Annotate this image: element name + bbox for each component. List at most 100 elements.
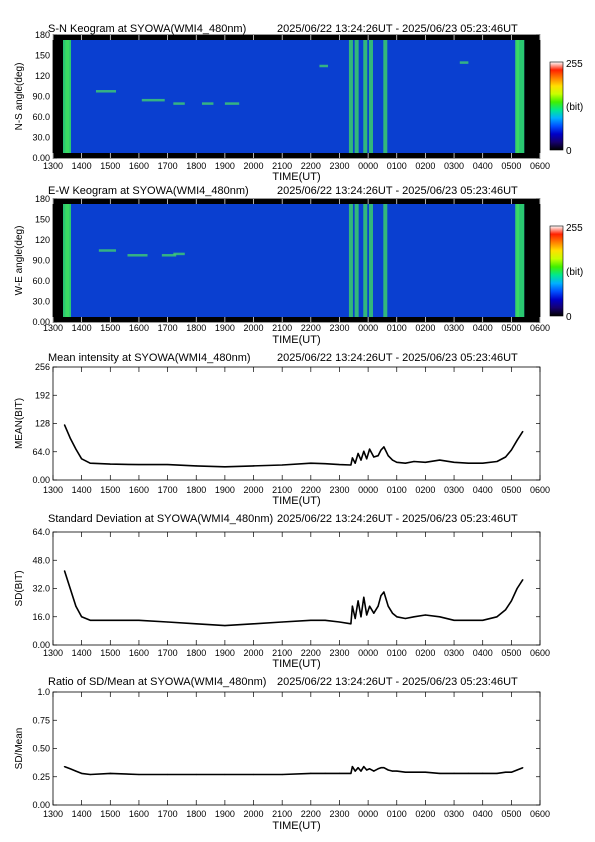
data-point xyxy=(496,460,498,463)
x-tick-label: 0500 xyxy=(501,161,521,171)
data-point xyxy=(413,460,415,463)
panel-title: Mean intensity at SYOWA(WMI4_480nm) xyxy=(48,352,251,364)
x-tick-label: 0000 xyxy=(358,809,378,819)
colorbar-min-label: 0 xyxy=(566,146,572,157)
x-tick-label: 1300 xyxy=(43,323,63,333)
data-point xyxy=(357,452,359,455)
data-point xyxy=(391,612,394,614)
x-axis-label: TIME(UT) xyxy=(272,495,320,507)
keogram-band xyxy=(65,40,70,153)
data-point xyxy=(360,616,362,618)
panel-4: Standard Deviation at SYOWA(WMI4_480nm) 2… xyxy=(14,513,550,670)
keogram-streak xyxy=(161,254,177,257)
panel-5: Ratio of SD/Mean at SYOWA(WMI4_480nm) 202… xyxy=(14,676,550,832)
data-point xyxy=(363,596,365,598)
data-point xyxy=(69,437,71,439)
data-point xyxy=(324,619,326,621)
data-point xyxy=(354,770,356,772)
x-tick-label: 0100 xyxy=(387,323,407,333)
data-point xyxy=(281,621,283,623)
keogram-edge-glow xyxy=(516,40,525,153)
data-point xyxy=(380,594,382,597)
x-tick-label: 0600 xyxy=(530,485,550,495)
x-tick-label: 0600 xyxy=(530,648,550,658)
data-point xyxy=(89,619,91,621)
y-tick-label: 256 xyxy=(35,362,50,372)
data-point xyxy=(496,772,498,774)
x-tick-label: 2200 xyxy=(301,809,321,819)
data-point xyxy=(351,765,353,768)
keogram-band xyxy=(348,204,353,317)
y-tick-label: 30.0 xyxy=(32,297,50,307)
x-tick-label: 1900 xyxy=(215,161,235,171)
x-tick-label: 1500 xyxy=(100,809,120,819)
x-tick-label: 0400 xyxy=(473,809,493,819)
data-point xyxy=(224,466,226,468)
data-point xyxy=(482,619,484,621)
data-point xyxy=(404,617,406,620)
y-tick-label: 30.0 xyxy=(32,133,50,143)
keogram-band xyxy=(515,204,520,317)
data-point xyxy=(439,459,441,461)
data-point xyxy=(357,767,359,769)
x-tick-label: 1400 xyxy=(72,323,92,333)
x-tick-label: 1900 xyxy=(215,809,235,819)
x-tick-label: 0000 xyxy=(358,161,378,171)
keogram-streak xyxy=(95,90,117,93)
data-point xyxy=(453,619,455,621)
panel-2: E-W Keogram at SYOWA(WMI4_480nm) 2025/06/… xyxy=(14,185,583,346)
y-tick-label: 0.25 xyxy=(32,772,50,782)
data-point xyxy=(350,772,352,774)
x-tick-label: 2000 xyxy=(244,485,264,495)
y-tick-label: 128 xyxy=(35,419,50,429)
keogram-band xyxy=(363,40,368,153)
data-point xyxy=(366,769,368,771)
data-point xyxy=(252,465,255,467)
data-point xyxy=(516,587,518,590)
data-point xyxy=(354,617,356,620)
data-point xyxy=(377,605,379,607)
panel-1: S-N Keogram at SYOWA(WMI4_480nm) 2025/06/… xyxy=(14,23,583,183)
x-tick-label: 0100 xyxy=(387,161,407,171)
data-point xyxy=(383,767,385,769)
x-tick-label: 1500 xyxy=(100,648,120,658)
y-tick-label: 150 xyxy=(35,215,50,225)
time-range: 2025/06/22 13:24:26UT - 2025/06/23 05:23… xyxy=(277,185,518,197)
y-tick-label: 192 xyxy=(35,390,50,400)
data-point xyxy=(138,773,140,776)
data-point xyxy=(357,600,359,602)
data-point xyxy=(351,605,353,607)
data-point xyxy=(510,449,512,451)
data-point xyxy=(360,770,362,772)
x-tick-label: 2000 xyxy=(244,809,264,819)
keogram-streak xyxy=(127,254,148,257)
x-tick-label: 0200 xyxy=(415,648,435,658)
data-point xyxy=(505,609,507,611)
x-tick-label: 1900 xyxy=(215,323,235,333)
data-point xyxy=(224,773,226,776)
x-tick-label: 0300 xyxy=(444,323,464,333)
data-point xyxy=(195,623,197,625)
data-point xyxy=(366,614,368,616)
x-tick-label: 0200 xyxy=(415,809,435,819)
y-tick-label: 16.0 xyxy=(32,612,50,622)
data-point xyxy=(510,771,512,773)
colorbar xyxy=(549,225,564,317)
x-tick-label: 2300 xyxy=(329,161,349,171)
x-tick-label: 2000 xyxy=(244,161,264,171)
keogram-edge-glow xyxy=(516,204,525,317)
x-tick-label: 2300 xyxy=(329,485,349,495)
x-axis-label: TIME(UT) xyxy=(272,658,320,670)
keogram-field xyxy=(63,204,525,317)
data-point xyxy=(522,430,524,433)
x-tick-label: 1600 xyxy=(129,161,149,171)
keogram-streak xyxy=(224,102,240,105)
data-point xyxy=(350,623,352,625)
y-tick-label: 1.0 xyxy=(37,687,50,697)
x-tick-label: 0100 xyxy=(387,809,407,819)
x-tick-label: 1400 xyxy=(72,809,92,819)
y-tick-label: 0.75 xyxy=(32,715,50,725)
data-point xyxy=(496,616,498,618)
data-point xyxy=(377,768,379,770)
panel-3: Mean intensity at SYOWA(WMI4_480nm) 2025/… xyxy=(14,352,550,507)
